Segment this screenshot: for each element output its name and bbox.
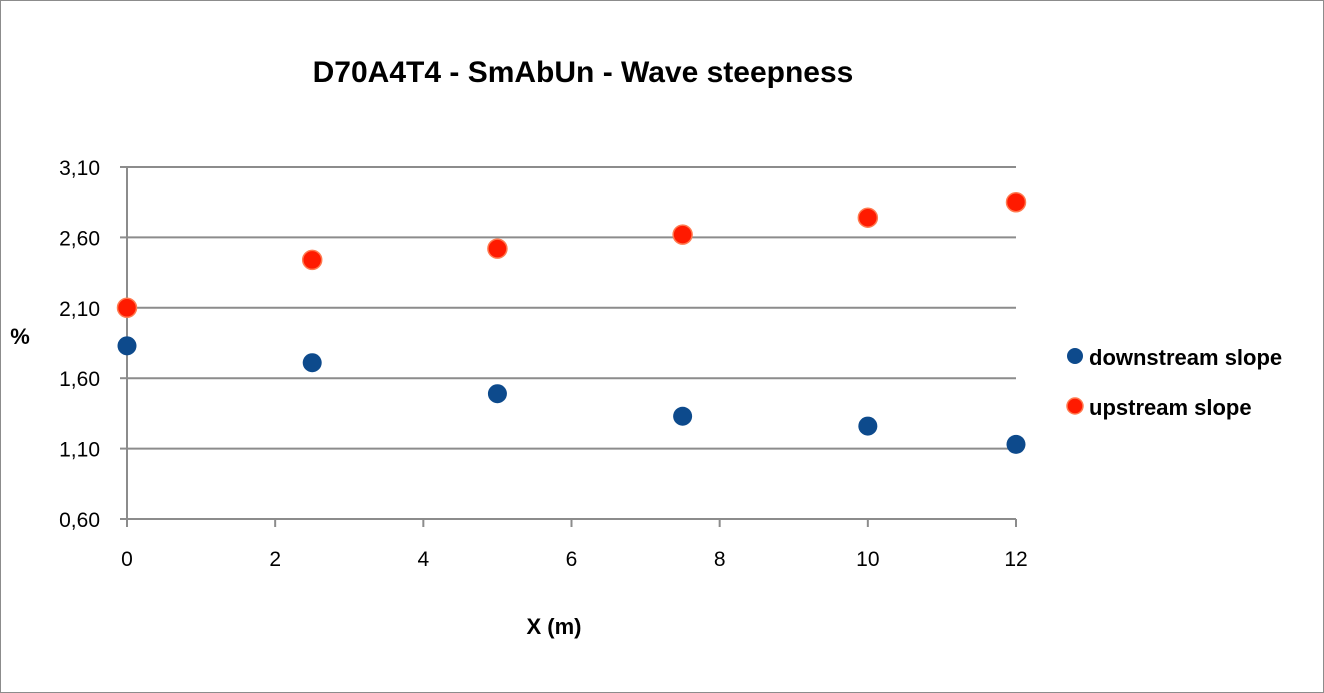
- upstream-slope-point: [487, 238, 508, 259]
- chart-title: D70A4T4 - SmAbUn - Wave steepness: [313, 56, 854, 89]
- x-tick-label: 8: [714, 548, 726, 571]
- y-tick-label: 2,10: [59, 298, 100, 321]
- axes: [120, 166, 1017, 527]
- downstream-slope-point: [673, 406, 693, 426]
- downstream-slope-point: [302, 353, 322, 373]
- downstream-slope-point: [858, 416, 878, 436]
- downstream-slope-point: [117, 336, 137, 356]
- x-tick-label: 0: [121, 548, 133, 571]
- downstream-slope-point: [487, 384, 507, 404]
- legend-marker-upstream-slope: [1066, 397, 1084, 415]
- y-tick-label: 1,60: [59, 368, 100, 391]
- y-tick-label: 3,10: [59, 157, 100, 180]
- x-tick-label: 6: [566, 548, 578, 571]
- y-tick-label: 1,10: [59, 439, 100, 462]
- legend-label-upstream-slope: upstream slope: [1089, 395, 1252, 420]
- legend-marker-downstream-slope: [1067, 348, 1083, 364]
- upstream-slope-point: [301, 249, 323, 271]
- x-tick-label: 2: [269, 548, 281, 571]
- x-axis-title: X (m): [527, 614, 582, 639]
- tick-labels: 0,60 1,10 1,60 2,10 2,60 3,10 0 2 4 6 8 10 12: [59, 157, 1028, 571]
- upstream-slope-point: [672, 224, 693, 245]
- upstream-slope-point: [1005, 191, 1027, 213]
- y-tick-label: 2,60: [59, 227, 100, 250]
- downstream-slope-point: [1006, 434, 1026, 454]
- x-tick-label: 4: [417, 548, 429, 571]
- x-tick-label: 12: [1004, 548, 1027, 571]
- upstream-slope-point: [857, 207, 879, 228]
- data-points: [116, 191, 1027, 454]
- gridlines: [127, 166, 1016, 450]
- x-tick-label: 10: [856, 548, 879, 571]
- legend: downstream slope upstream slope: [1066, 345, 1282, 420]
- legend-label-downstream-slope: downstream slope: [1089, 345, 1282, 370]
- y-tick-label: 0,60: [59, 509, 100, 532]
- upstream-slope-point: [116, 297, 138, 319]
- y-axis-title: %: [10, 324, 30, 349]
